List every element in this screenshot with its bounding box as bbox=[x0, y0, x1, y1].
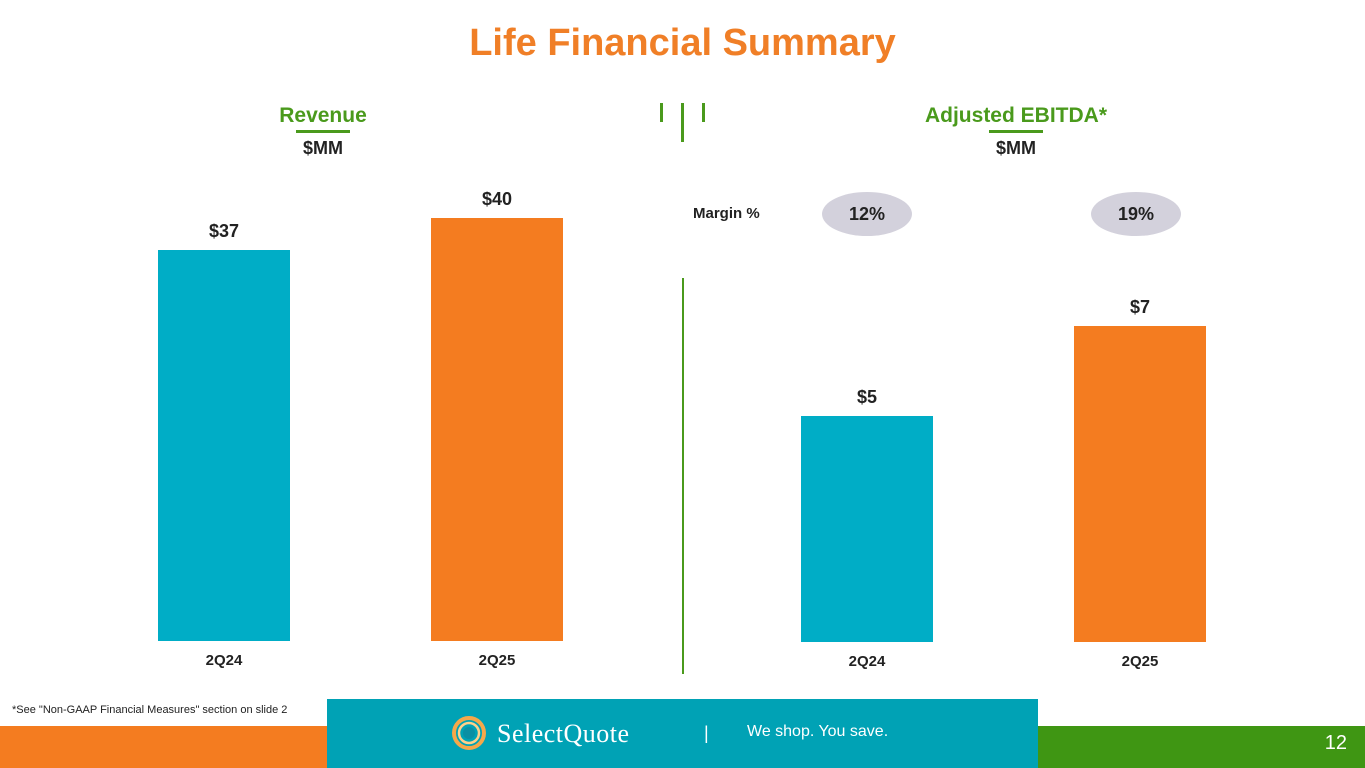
revenue-category-label-2q25: 2Q25 bbox=[478, 652, 516, 669]
margin-pill-2q25: 19% bbox=[1091, 192, 1181, 236]
revenue-value-label-2q25: $40 bbox=[481, 189, 513, 209]
divider-mark-left bbox=[660, 103, 663, 122]
divider-mark-right bbox=[702, 103, 705, 122]
revenue-value-label-2q24: $37 bbox=[208, 220, 240, 241]
ebitda-bar-2q25 bbox=[1074, 326, 1206, 642]
margin-label: Margin % bbox=[693, 205, 760, 222]
ebitda-value-label-2q25: $7 bbox=[1129, 297, 1151, 317]
footer-band-green: 12 bbox=[1038, 726, 1365, 768]
footer-band-orange bbox=[0, 726, 327, 768]
revenue-section-title: Revenue bbox=[279, 104, 367, 127]
ebitda-category-label-2q25: 2Q25 bbox=[1121, 653, 1159, 670]
ebitda-category-label-2q24: 2Q24 bbox=[848, 653, 886, 670]
divider-mark-center bbox=[681, 103, 684, 142]
footer-tagline: We shop. You save. bbox=[747, 723, 889, 740]
selectquote-logo-icon bbox=[452, 716, 486, 750]
revenue-category-label-2q24: 2Q24 bbox=[205, 652, 243, 669]
page-number: 12 bbox=[1324, 732, 1347, 754]
revenue-title-underline bbox=[296, 130, 350, 133]
revenue-bar-2q24 bbox=[158, 249, 290, 641]
section-divider bbox=[682, 278, 684, 674]
page-title: Life Financial Summary bbox=[469, 22, 896, 64]
revenue-unit-label: $MM bbox=[303, 138, 343, 158]
ebitda-section-title: Adjusted EBITDA* bbox=[924, 104, 1107, 127]
ebitda-title-underline bbox=[989, 130, 1043, 133]
footer-band-teal: SelectQuote | We shop. You save. bbox=[327, 699, 1038, 768]
footer-separator: | bbox=[704, 723, 709, 743]
revenue-bar-2q25 bbox=[431, 218, 563, 641]
ebitda-bar-2q24 bbox=[801, 416, 933, 642]
footnote: *See "Non-GAAP Financial Measures" secti… bbox=[12, 704, 288, 716]
ebitda-unit-label: $MM bbox=[996, 138, 1036, 158]
ebitda-value-label-2q24: $5 bbox=[856, 387, 878, 408]
selectquote-logo-text: SelectQuote bbox=[497, 719, 630, 748]
margin-pill-2q24: 12% bbox=[822, 192, 912, 236]
